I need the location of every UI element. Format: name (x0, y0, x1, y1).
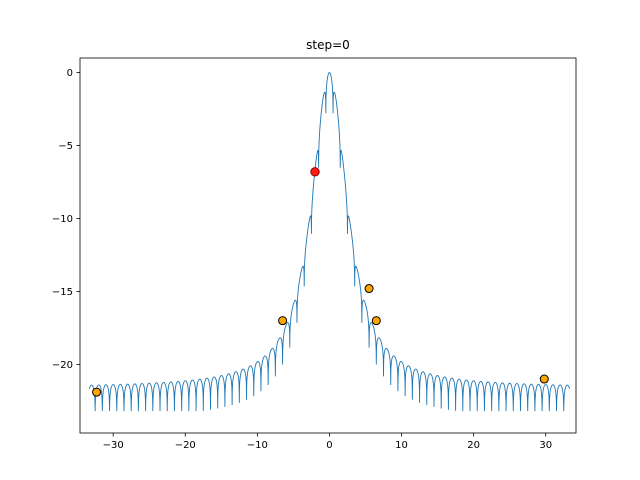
y-tick-label: −15 (52, 287, 73, 298)
y-tick-label: −20 (52, 360, 73, 371)
orange-points (539, 374, 549, 384)
x-tick-label: 10 (395, 440, 408, 451)
orange-points (278, 316, 288, 326)
red-point (310, 167, 320, 177)
y-tick-label: −10 (52, 214, 73, 225)
log-objective-curve (88, 72, 570, 412)
x-tick-label: 20 (467, 440, 480, 451)
orange-points (364, 284, 374, 294)
y-tick-label: −5 (58, 141, 73, 152)
chart-title: step=0 (306, 38, 350, 52)
x-tick-label: −20 (175, 440, 196, 451)
x-tick-label: 0 (326, 440, 332, 451)
plot-area: −30 −20 −10 0 10 20 30 0 −5 −10 −15 −20 (52, 57, 577, 451)
x-tick-label: 30 (539, 440, 552, 451)
axis-spines (79, 57, 577, 434)
x-tick-label: −10 (247, 440, 268, 451)
y-tick-label: 0 (67, 68, 73, 79)
orange-points (371, 316, 381, 326)
x-tick-label: −30 (103, 440, 124, 451)
orange-points (92, 387, 102, 397)
